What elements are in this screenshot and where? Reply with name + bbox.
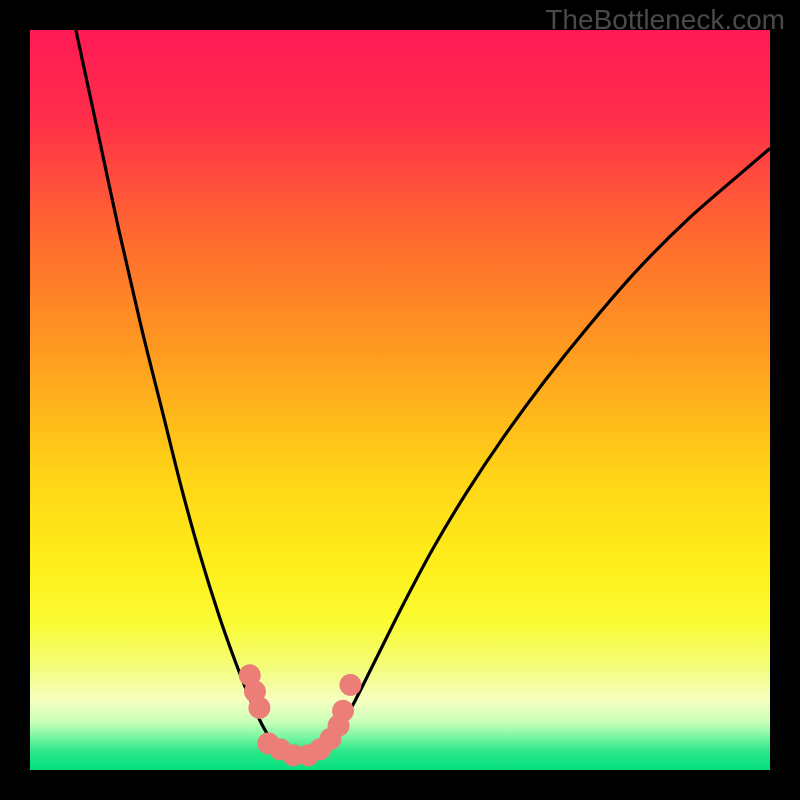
curve-marker [339, 674, 361, 696]
curve-marker [332, 700, 354, 722]
bottleneck-chart [30, 30, 770, 770]
chart-background [30, 30, 770, 770]
curve-marker [248, 697, 270, 719]
watermark-text: TheBottleneck.com [545, 4, 785, 36]
